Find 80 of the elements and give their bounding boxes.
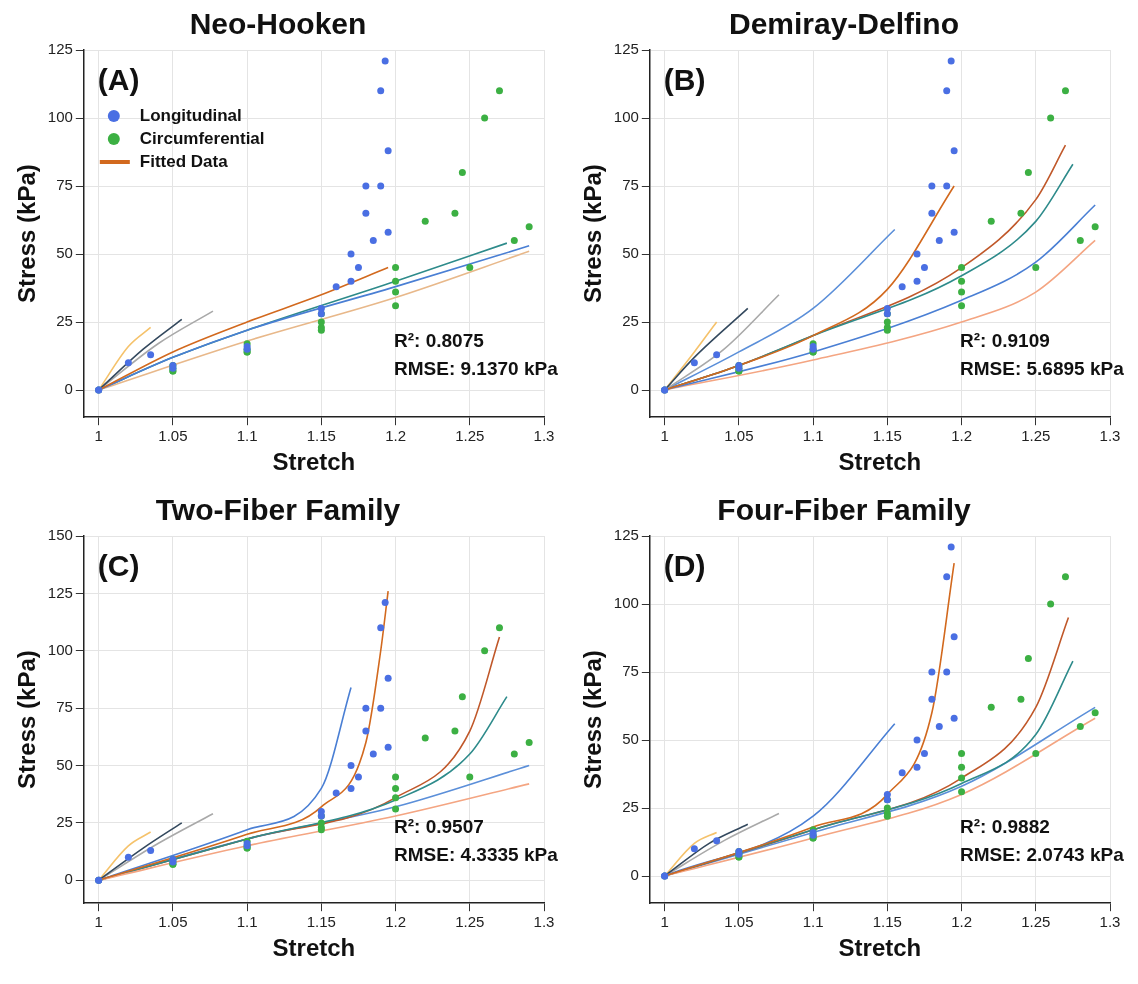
y-tick-label: 75 <box>56 176 73 194</box>
y-tick-label: 125 <box>47 583 73 601</box>
y-tick-label: 75 <box>56 698 73 716</box>
x-tick-label: 1.1 <box>236 427 258 445</box>
x-axis-title: Stretch <box>838 934 922 962</box>
x-tick-label: 1 <box>94 913 103 931</box>
y-tick-label: 75 <box>622 176 639 194</box>
x-tick-label: 1.15 <box>306 427 336 445</box>
x-axis-title: Stretch <box>272 448 356 476</box>
y-tick-label: 50 <box>56 244 73 262</box>
y-tick-label: 75 <box>622 662 639 680</box>
chart-title: Two-Fiber Family <box>155 493 401 527</box>
y-tick-label: 0 <box>630 866 639 884</box>
annotation: (B) <box>663 63 706 96</box>
x-tick-label: 1 <box>94 427 103 445</box>
x-tick-label: 1.25 <box>1021 427 1051 445</box>
y-tick-label: 25 <box>622 798 639 816</box>
annotation: (D) <box>663 549 706 582</box>
y-tick-label: 125 <box>613 40 639 58</box>
y-tick-label: 100 <box>613 594 639 612</box>
legend-label: Circumferential <box>139 128 265 148</box>
x-tick-label: 1.1 <box>802 913 824 931</box>
y-axis-title: Stress (kPa) <box>13 164 41 303</box>
y-tick-label: 100 <box>47 108 73 126</box>
chart-title: Four-Fiber Family <box>717 493 971 527</box>
y-tick-label: 25 <box>56 813 73 831</box>
x-tick-label: 1.25 <box>455 427 485 445</box>
legend-label: Fitted Data <box>139 151 229 171</box>
annotation: (C) <box>97 549 140 582</box>
y-tick-label: 50 <box>56 755 73 773</box>
x-tick-label: 1.25 <box>455 913 485 931</box>
y-tick-label: 100 <box>613 108 639 126</box>
x-tick-label: 1.05 <box>158 913 188 931</box>
annotation: R²: 0.9507 <box>394 816 484 838</box>
y-tick-label: 100 <box>47 640 73 658</box>
legend-label: Longitudinal <box>139 105 242 125</box>
chart-title: Demiray-Delfino <box>728 7 960 41</box>
x-tick-label: 1.2 <box>951 427 972 445</box>
x-tick-label: 1.05 <box>724 913 754 931</box>
y-tick-label: 0 <box>630 380 639 398</box>
y-tick-label: 50 <box>622 730 639 748</box>
x-tick-label: 1.15 <box>872 427 902 445</box>
x-tick-label: 1.2 <box>951 913 972 931</box>
y-tick-label: 125 <box>47 40 73 58</box>
y-tick-label: 125 <box>613 526 639 544</box>
y-tick-label: 0 <box>64 870 73 888</box>
x-tick-label: 1.2 <box>385 913 406 931</box>
annotation: (A) <box>97 63 140 96</box>
chart-title: Neo-Hooken <box>189 7 367 41</box>
x-tick-label: 1.05 <box>724 427 754 445</box>
x-tick-label: 1 <box>660 427 669 445</box>
x-tick-label: 1.3 <box>533 913 555 931</box>
x-axis-title: Stretch <box>838 448 922 476</box>
x-tick-label: 1.1 <box>802 427 824 445</box>
annotation: RMSE: 4.3335 kPa <box>394 844 559 866</box>
x-tick-label: 1.3 <box>1099 427 1121 445</box>
x-tick-label: 1.15 <box>306 913 336 931</box>
x-tick-label: 1.1 <box>236 913 258 931</box>
x-tick-label: 1 <box>660 913 669 931</box>
annotation: RMSE: 2.0743 kPa <box>960 844 1125 866</box>
y-tick-label: 0 <box>64 380 73 398</box>
x-axis-title: Stretch <box>272 934 356 962</box>
x-tick-label: 1.3 <box>1099 913 1121 931</box>
y-tick-label: 150 <box>47 526 73 544</box>
annotation: R²: 0.9109 <box>960 330 1050 352</box>
x-tick-label: 1.2 <box>385 427 406 445</box>
x-tick-label: 1.15 <box>872 913 902 931</box>
x-tick-label: 1.05 <box>158 427 188 445</box>
annotation: RMSE: 5.6895 kPa <box>960 358 1125 380</box>
x-tick-label: 1.25 <box>1021 913 1051 931</box>
y-axis-title: Stress (kPa) <box>579 164 607 303</box>
y-tick-label: 50 <box>622 244 639 262</box>
x-tick-label: 1.3 <box>533 427 555 445</box>
annotation: R²: 0.9882 <box>960 816 1050 838</box>
y-tick-label: 25 <box>622 312 639 330</box>
annotation: R²: 0.8075 <box>394 330 485 352</box>
y-axis-title: Stress (kPa) <box>579 650 607 789</box>
y-tick-label: 25 <box>56 312 73 330</box>
annotation: RMSE: 9.1370 kPa <box>394 358 559 380</box>
y-axis-title: Stress (kPa) <box>13 650 41 789</box>
